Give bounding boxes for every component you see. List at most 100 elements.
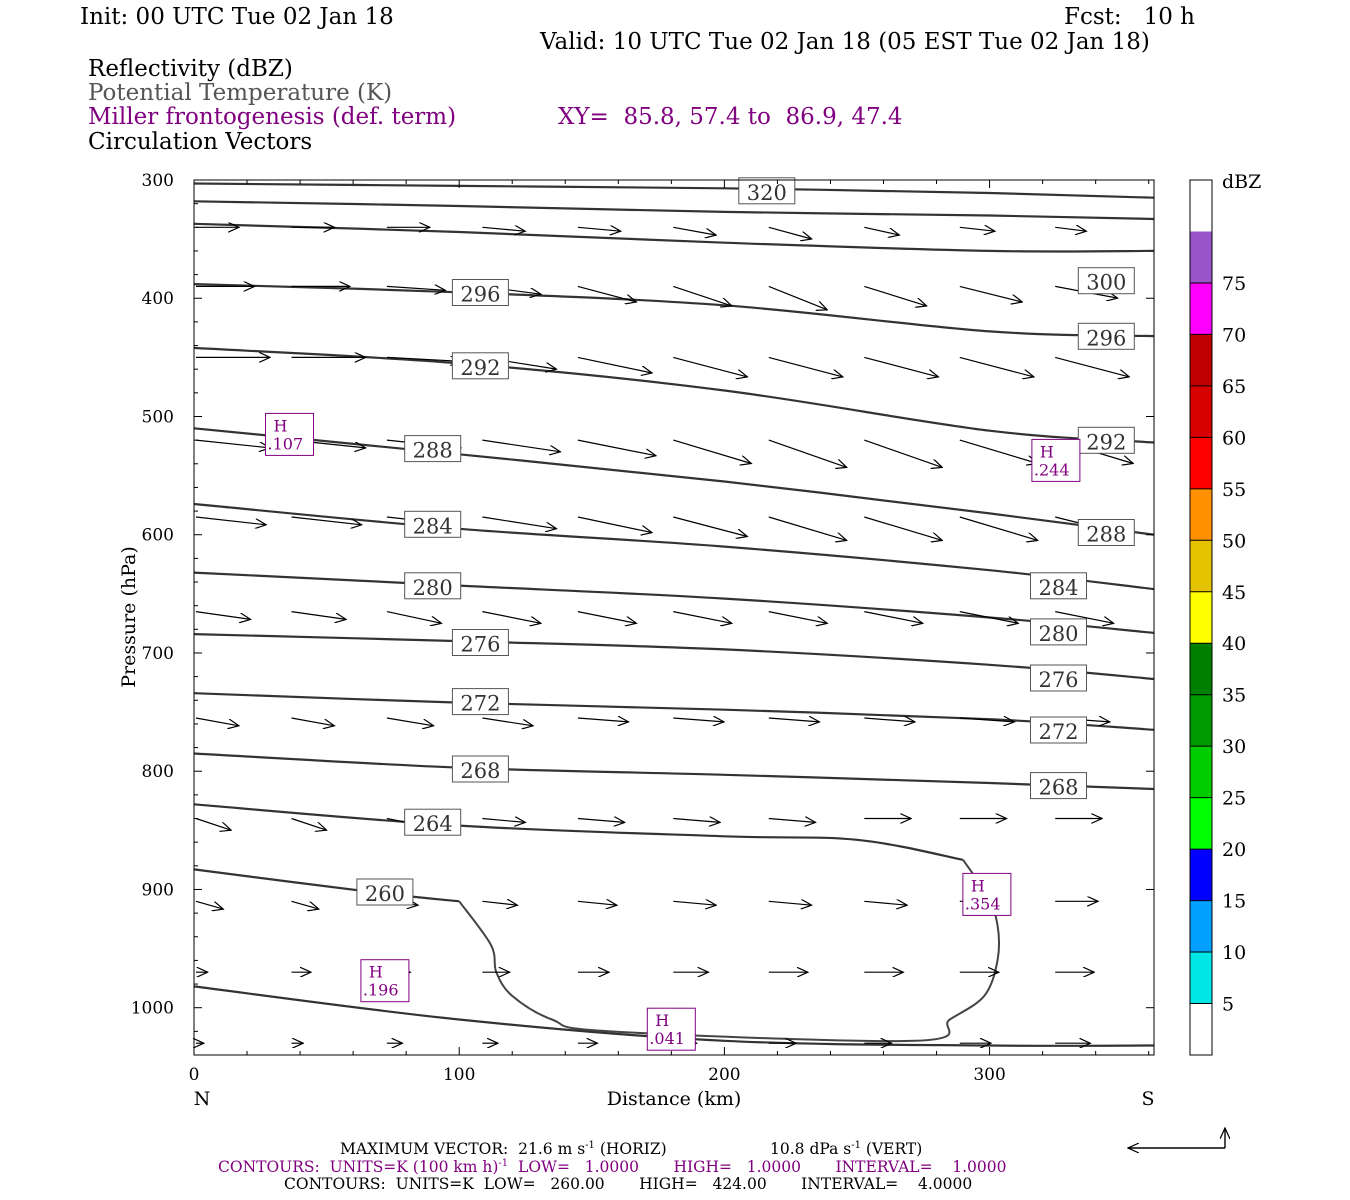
theta-contour-264 — [193, 803, 964, 861]
circulation-vector — [482, 439, 560, 452]
circulation-vector — [482, 516, 556, 529]
svg-text:292: 292 — [1086, 430, 1126, 454]
circulation-vector — [768, 439, 847, 467]
svg-text:.196: .196 — [363, 981, 399, 1000]
colorbar-label: 70 — [1222, 324, 1246, 346]
circulation-vector — [673, 516, 747, 537]
max-vector-vert-value: 10.8 dPa s — [770, 1140, 852, 1159]
colorbar-swatch — [1190, 849, 1212, 901]
svg-text:276: 276 — [460, 633, 500, 657]
contour-label: 264 — [404, 808, 462, 836]
circulation-vector — [195, 516, 266, 525]
svg-text:272: 272 — [460, 692, 500, 716]
max-vector-vert-exp: -1 — [851, 1140, 861, 1151]
colorbar-swatch — [1190, 180, 1212, 232]
theta-contour-292 — [193, 346, 1155, 444]
colorbar-swatch — [1190, 385, 1212, 438]
circulation-vector — [386, 611, 442, 624]
circulation-vector — [482, 901, 517, 905]
colorbar-label: 25 — [1222, 788, 1246, 810]
frontogenesis-contour — [458, 859, 1000, 1043]
x-end-label-south: S — [1141, 1088, 1154, 1110]
circulation-vector — [291, 717, 335, 726]
frontogenesis-max: H.041 — [646, 1007, 696, 1051]
circulation-vector — [577, 516, 652, 533]
contour-label: 296 — [1077, 322, 1135, 350]
circulation-vector — [959, 227, 995, 231]
svg-text:264: 264 — [413, 812, 453, 836]
field-miller-frontogenesis: Miller frontogenesis (def. term) — [88, 104, 457, 130]
circulation-vector — [673, 901, 716, 905]
circulation-vector — [577, 901, 617, 905]
circulation-vector — [195, 611, 251, 620]
x-axis-label: Distance (km) — [607, 1088, 742, 1110]
contour-label: 268 — [451, 755, 509, 783]
theta-contour-268 — [193, 752, 1155, 791]
theta-contour-316 — [193, 182, 1155, 199]
circulation-vector — [768, 901, 812, 905]
x-tick-label: 200 — [708, 1065, 740, 1085]
circulation-vector — [577, 227, 621, 231]
field-reflectivity: Reflectivity (dBZ) — [88, 56, 293, 82]
colorbar-swatch — [1190, 797, 1212, 850]
colorbar-swatch — [1190, 334, 1212, 386]
max-vector-horiz-tail: (HORIZ) — [594, 1140, 667, 1159]
y-tick-label: 600 — [142, 526, 174, 546]
contour-label: 260 — [356, 878, 414, 906]
contour-label: 284 — [1030, 572, 1087, 600]
colorbar-swatch — [1190, 952, 1212, 1004]
contours-frontogenesis-info: CONTOURS: UNITS=K (100 km h)-1 LOW= 1.00… — [218, 1159, 1007, 1176]
svg-text:280: 280 — [1038, 622, 1078, 646]
svg-text:.244: .244 — [1034, 460, 1070, 479]
circulation-vector — [768, 516, 847, 540]
svg-text:288: 288 — [1086, 523, 1126, 547]
svg-text:296: 296 — [1086, 326, 1126, 350]
contour-label: 276 — [1030, 664, 1087, 692]
colorbar-swatch — [1190, 282, 1212, 335]
colorbar-swatch — [1190, 900, 1212, 953]
circulation-vector — [768, 356, 843, 377]
svg-text:H: H — [1040, 442, 1054, 461]
circulation-vector — [482, 819, 525, 823]
circulation-vector — [959, 356, 1034, 377]
contour-label: 288 — [1077, 519, 1135, 547]
circulation-vector — [864, 901, 907, 905]
max-vector-label: MAXIMUM VECTOR: — [340, 1140, 509, 1159]
circulation-vector — [959, 718, 1015, 722]
theta-contour-260 — [193, 868, 460, 903]
circulation-vector — [291, 611, 347, 620]
circulation-vector — [768, 819, 816, 823]
circulation-vector — [673, 226, 716, 235]
circulation-vector — [1055, 356, 1129, 377]
y-tick-label: 800 — [142, 762, 174, 782]
colorbar-swatch — [1190, 437, 1212, 489]
circulation-vector — [959, 439, 1038, 463]
colorbar-frame — [1189, 179, 1213, 1056]
theta-contour-272 — [193, 692, 1155, 731]
circulation-vector — [291, 900, 319, 909]
theta-contour-276 — [193, 633, 1155, 681]
circulation-vector — [386, 357, 461, 361]
circulation-vector — [291, 817, 327, 831]
colorbar-swatch — [1190, 1003, 1212, 1055]
theta-contour-300 — [193, 222, 1155, 253]
colorbar-swatch — [1190, 488, 1212, 541]
contour-label: 292 — [1077, 426, 1135, 454]
contour-label: 276 — [451, 629, 509, 657]
x-tick-label: 300 — [973, 1065, 1005, 1085]
field-potential-temperature: Potential Temperature (K) — [88, 80, 393, 106]
frontogenesis-max: H.196 — [360, 959, 410, 1003]
colorbar-label: 45 — [1222, 582, 1246, 604]
svg-text:H: H — [655, 1011, 669, 1030]
colorbar-label: 5 — [1222, 994, 1234, 1016]
svg-text:284: 284 — [1038, 576, 1078, 600]
max-vector-horiz-exp: -1 — [585, 1140, 595, 1151]
contour-label: 272 — [1030, 716, 1087, 744]
colorbar-label: 35 — [1222, 685, 1246, 707]
max-vector-vert: 10.8 dPa s-1 (VERT) — [770, 1141, 922, 1158]
y-tick-label: 900 — [142, 880, 174, 900]
svg-text:296: 296 — [460, 283, 500, 307]
y-tick-label: 500 — [142, 407, 174, 427]
y-tick-label: 400 — [142, 289, 174, 309]
circulation-vector — [195, 717, 239, 726]
